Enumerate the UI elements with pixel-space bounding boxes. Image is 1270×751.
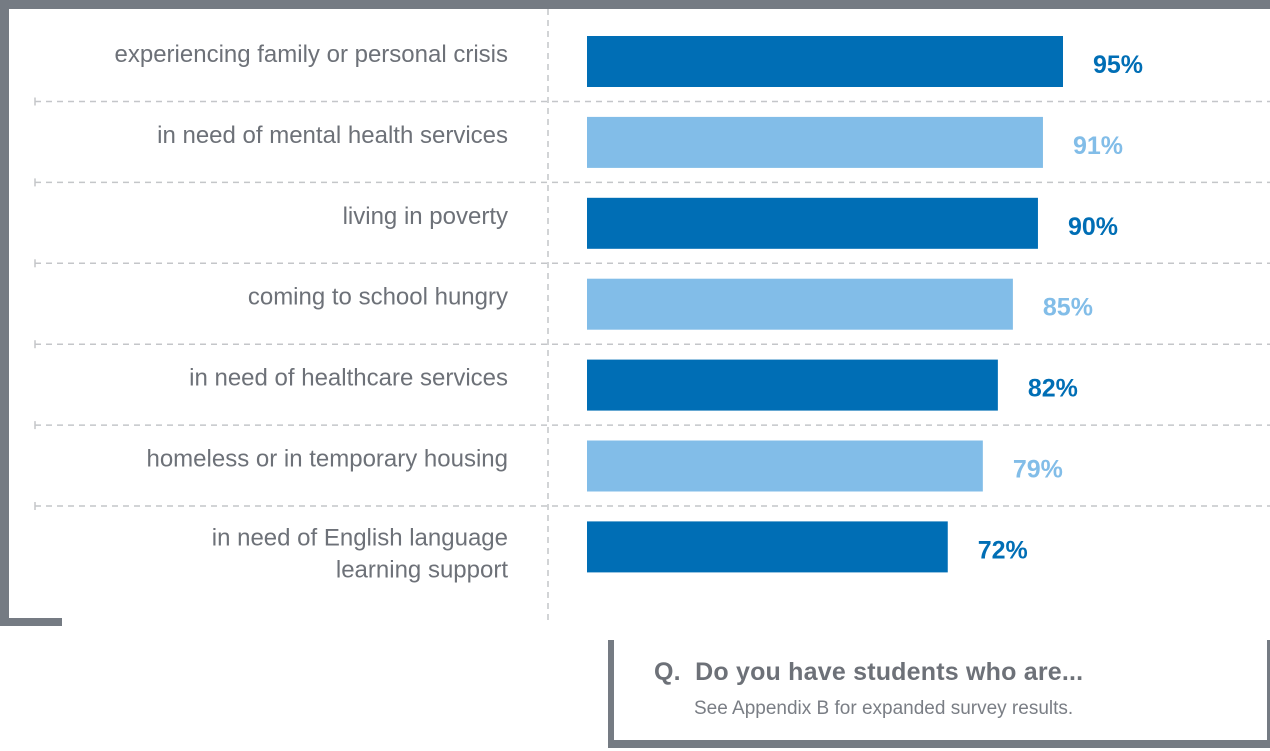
value-label: 90% [1068,213,1118,241]
value-label: 72% [978,536,1028,564]
value-label: 85% [1043,294,1093,322]
question-text: Do you have students who are... [695,658,1084,686]
bar [587,116,1043,168]
bar [587,278,1013,330]
question-note: See Appendix B for expanded survey resul… [694,698,1074,719]
value-label: 91% [1073,132,1123,160]
category-label: learning support [336,556,508,583]
bar [587,36,1063,87]
question-prefix: Q. [654,658,681,686]
category-label: in need of mental health services [157,122,508,149]
frame-left [0,0,9,626]
value-label: 79% [1013,456,1063,484]
value-label: 95% [1093,51,1143,79]
question-box: Q. Do you have students who are... See A… [608,640,1270,748]
bar [587,197,1038,249]
bar-chart: 95% experiencing family or personal crisi… [34,9,1270,625]
category-label: in need of English language [212,524,508,551]
category-label: experiencing family or personal crisis [115,41,509,68]
category-label: homeless or in temporary housing [146,446,508,473]
category-label: coming to school hungry [248,284,508,311]
value-label: 82% [1028,375,1078,403]
frame-top [0,0,1270,9]
bar [587,359,998,411]
question-title: Q. Do you have students who are... [654,658,1083,687]
category-label: living in poverty [343,203,508,230]
bar [587,440,983,492]
frame-bottom-left [0,618,62,626]
bar [587,521,948,573]
category-label: in need of healthcare services [189,365,508,392]
